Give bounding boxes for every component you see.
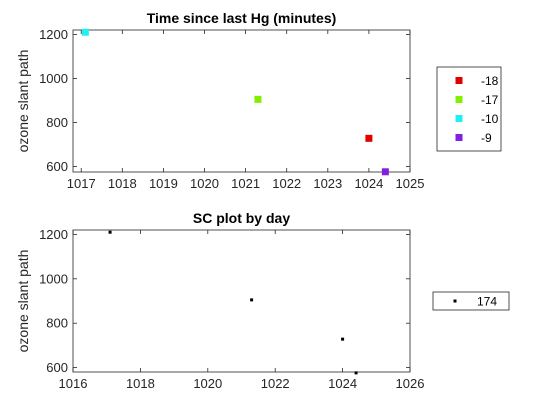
- legend-label: -17: [481, 93, 499, 107]
- x-tick-label: 1017: [67, 176, 96, 191]
- legend-marker: [455, 96, 463, 103]
- chart-title: Time since last Hg (minutes): [147, 10, 337, 26]
- y-tick-label: 800: [46, 115, 68, 130]
- x-tick-label: 1021: [231, 176, 260, 191]
- data-point: [108, 230, 112, 234]
- data-point: [341, 337, 345, 341]
- chart-1: Time since last Hg (minutes) 1017 1018 1019…: [15, 10, 502, 191]
- legend-box: [432, 291, 510, 311]
- legend-marker: [453, 299, 457, 303]
- y-axis-label: ozone slant path: [15, 50, 31, 153]
- y-tick-label: 800: [46, 316, 68, 331]
- x-tick-label: 1019: [149, 176, 178, 191]
- legend-label: -18: [481, 74, 499, 88]
- legend-box: [436, 66, 502, 152]
- y-tick-label: 1000: [39, 71, 68, 86]
- chart-2: SC plot by day 1016 1018 1020 1022 1024 1026 60…: [15, 210, 510, 391]
- x-tick-label: 1024: [354, 176, 383, 191]
- legend-marker: [455, 115, 463, 122]
- x-tick-label: 1020: [193, 376, 222, 391]
- x-tick-label: 1024: [328, 376, 357, 391]
- legend-label: -10: [481, 112, 499, 126]
- data-point: [354, 371, 358, 375]
- plot-area: [72, 229, 411, 373]
- x-tick-label: 1025: [396, 176, 425, 191]
- legend-label: 174: [477, 295, 497, 309]
- x-tick-label: 1022: [261, 376, 290, 391]
- data-point: [254, 95, 262, 103]
- y-axis-label: ozone slant path: [15, 250, 31, 353]
- x-tick-label: 1022: [272, 176, 301, 191]
- legend-marker: [455, 134, 463, 141]
- data-point: [381, 168, 389, 176]
- x-tick-label: 1018: [108, 176, 137, 191]
- y-tick-label: 1200: [39, 227, 68, 242]
- plot-area: [72, 29, 411, 173]
- legend-label: -9: [481, 131, 492, 145]
- y-tick-label: 1200: [39, 27, 68, 42]
- legend-marker: [455, 77, 463, 84]
- x-tick-label: 1016: [59, 376, 88, 391]
- data-point: [81, 28, 89, 36]
- y-tick-label: 600: [46, 360, 68, 375]
- y-tick-label: 600: [46, 159, 68, 174]
- x-tick-label: 1018: [126, 376, 155, 391]
- x-tick-label: 1026: [396, 376, 425, 391]
- data-point: [365, 134, 373, 142]
- x-tick-label: 1020: [190, 176, 219, 191]
- x-tick-label: 1023: [313, 176, 342, 191]
- y-tick-label: 1000: [39, 271, 68, 286]
- chart-title: SC plot by day: [193, 210, 290, 226]
- data-point: [250, 298, 254, 302]
